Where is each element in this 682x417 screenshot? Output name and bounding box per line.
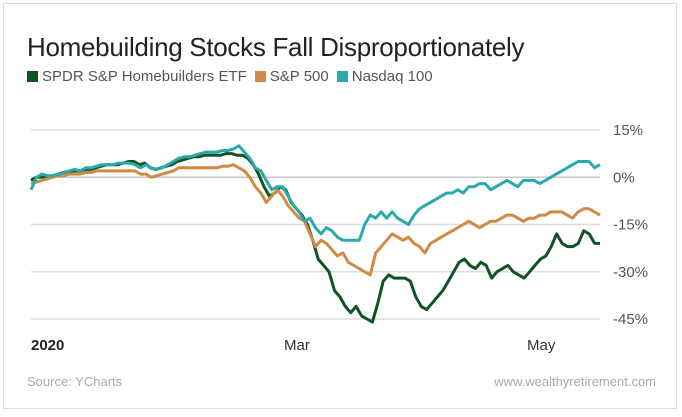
x-tick-label: May (527, 337, 556, 354)
legend-label-nasdaq: Nasdaq 100 (351, 68, 433, 85)
legend-label-homebuilders: SPDR S&P Homebuilders ETF (42, 68, 247, 85)
legend-swatch-homebuilders (27, 71, 38, 82)
site-url: www.wealthyretirement.com (494, 374, 656, 389)
series-line-homebuilders (30, 152, 600, 324)
chart-title: Homebuilding Stocks Fall Disproportionat… (27, 32, 525, 62)
legend-swatch-sp500 (254, 71, 266, 82)
series-line-nasdaq (29, 144, 601, 242)
series-line-sp500 (30, 163, 601, 277)
legend: SPDR S&P Homebuilders ETF S&P 500 Nasdaq… (27, 68, 433, 85)
chart-frame (3, 3, 677, 409)
legend-item-homebuilders: SPDR S&P Homebuilders ETF (27, 68, 247, 85)
y-tick-label: 0% (613, 169, 635, 186)
y-tick-label: -30% (613, 264, 648, 281)
legend-label-sp500: S&P 500 (269, 68, 329, 85)
legend-swatch-nasdaq (336, 71, 348, 82)
y-tick-label: -15% (613, 217, 648, 234)
y-tick-label: 15% (613, 122, 643, 139)
y-tick-label: -45% (613, 311, 648, 328)
x-tick-label: 2020 (31, 337, 64, 354)
legend-item-sp500: S&P 500 (254, 68, 329, 85)
x-tick-label: Mar (284, 337, 310, 354)
legend-item-nasdaq: Nasdaq 100 (336, 68, 433, 85)
source-label: Source: YCharts (27, 374, 123, 389)
